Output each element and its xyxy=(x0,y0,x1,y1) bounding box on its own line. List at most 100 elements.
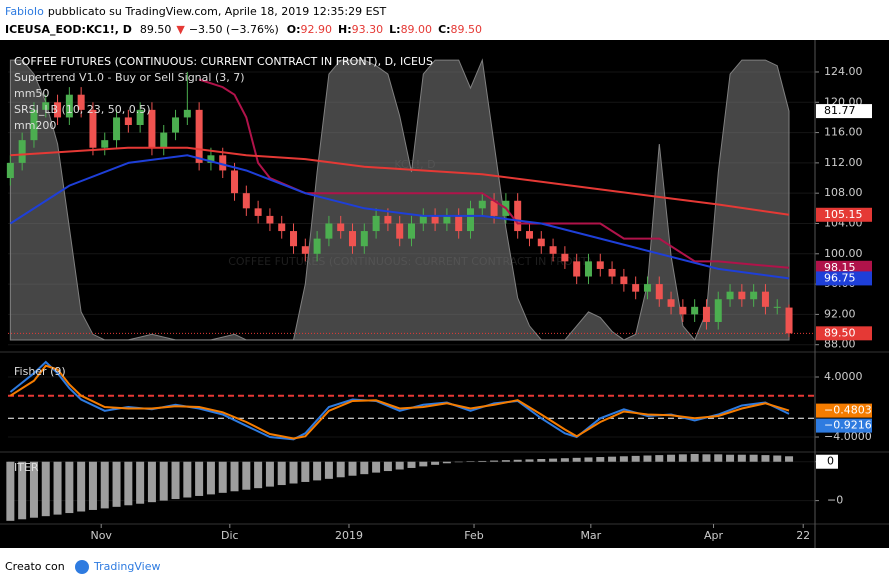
bar xyxy=(501,460,510,462)
tick-badge xyxy=(816,454,838,469)
bar xyxy=(383,461,392,472)
candle-body xyxy=(313,238,321,254)
published: pubblicato su TradingView.com, Aprile 18… xyxy=(48,5,387,18)
bar xyxy=(53,461,62,515)
bar xyxy=(549,458,558,462)
candle-body xyxy=(632,284,640,292)
bar xyxy=(265,461,274,487)
bar xyxy=(18,461,27,520)
price-badge xyxy=(816,260,872,275)
bar xyxy=(584,457,593,462)
footer-text: Creato con xyxy=(5,560,65,573)
bar xyxy=(525,459,534,462)
candle-body xyxy=(750,291,758,300)
bar xyxy=(761,455,770,462)
ohlc-value: 93.30 xyxy=(352,23,384,36)
legend-entry: mm200 xyxy=(14,119,56,132)
y-tick-label: 100.00 xyxy=(824,247,863,260)
x-tick-label: Mar xyxy=(580,529,601,542)
bar xyxy=(159,461,168,501)
price-badge xyxy=(816,403,872,418)
bar xyxy=(655,455,664,462)
bar xyxy=(749,454,758,462)
bar xyxy=(372,461,381,473)
bar xyxy=(77,461,86,512)
price-badge-label: 96.75 xyxy=(824,271,856,284)
price-badge xyxy=(816,207,872,222)
candle-body xyxy=(101,140,109,148)
candle-body xyxy=(691,306,699,315)
ohlc-label: C: xyxy=(438,23,450,36)
pane-title: Fisher (9) xyxy=(14,365,66,378)
y-tick-label: 4.0000 xyxy=(824,370,863,383)
bar xyxy=(206,461,215,495)
x-tick-label: 2019 xyxy=(335,529,363,542)
bar xyxy=(230,461,239,492)
candle-body xyxy=(702,306,710,322)
bar xyxy=(773,455,782,462)
ohlc-label: O: xyxy=(287,23,301,36)
candle-body xyxy=(396,223,404,239)
candle-body xyxy=(160,132,168,148)
candle-body xyxy=(490,200,498,216)
bar xyxy=(289,461,298,484)
candle-body xyxy=(726,291,734,300)
bar xyxy=(242,461,251,490)
x-tick-label: 22 xyxy=(796,529,810,542)
candle-body xyxy=(431,215,439,224)
candle-body xyxy=(761,291,769,307)
x-tick-label: Nov xyxy=(90,529,112,542)
candle-body xyxy=(325,223,333,239)
price-badge xyxy=(816,104,872,119)
y-tick-label: 0 xyxy=(827,455,834,468)
y-tick-label: 108.00 xyxy=(824,186,863,199)
bar xyxy=(726,454,735,462)
bar xyxy=(619,456,628,462)
candle-body xyxy=(525,231,533,239)
candle-body xyxy=(113,117,121,141)
bar xyxy=(348,461,357,476)
arrow: ▼ xyxy=(176,23,185,36)
bar xyxy=(171,461,180,500)
y-tick-label: 116.00 xyxy=(824,126,863,139)
price-badge-label: −0.9216 xyxy=(824,419,872,432)
candle-body xyxy=(301,246,309,254)
candle-body xyxy=(360,231,368,247)
symbol-line: ICEUSA_EOD:KC1!, D 89.50 ▼ −3.50 (−3.76%) O:… xyxy=(5,23,482,36)
candle-body xyxy=(584,261,592,277)
y-tick-label: −0 xyxy=(827,494,843,507)
candle-body xyxy=(266,215,274,224)
candle-body xyxy=(455,215,463,232)
candle-body xyxy=(278,223,286,232)
candle-body xyxy=(655,284,663,300)
author[interactable]: FabioIo xyxy=(5,5,44,18)
candle-body xyxy=(443,215,451,224)
bar xyxy=(737,454,746,462)
price-badge xyxy=(816,418,872,433)
bar xyxy=(41,461,50,517)
x-tick-label: Dic xyxy=(221,529,239,542)
candle-body xyxy=(231,170,239,194)
ohlc-value: 89.50 xyxy=(451,23,483,36)
candle-body xyxy=(183,109,191,118)
candle-body xyxy=(667,299,675,307)
bar xyxy=(702,454,711,462)
bar xyxy=(513,459,522,462)
bar xyxy=(88,461,97,510)
footer-brand[interactable]: TradingView xyxy=(93,560,160,573)
bar xyxy=(112,461,121,507)
x-tick-label: Feb xyxy=(464,529,483,542)
y-tick-label: −4.0000 xyxy=(824,430,872,443)
candle-body xyxy=(679,306,687,315)
bar xyxy=(537,459,546,462)
bar xyxy=(714,454,723,462)
candle-body xyxy=(349,231,357,247)
bar xyxy=(218,461,227,493)
bar xyxy=(100,461,109,509)
ohlc-label: H: xyxy=(338,23,352,36)
bar xyxy=(313,461,322,481)
price-badge xyxy=(816,271,872,286)
candle-body xyxy=(65,94,73,118)
area xyxy=(9,58,790,341)
